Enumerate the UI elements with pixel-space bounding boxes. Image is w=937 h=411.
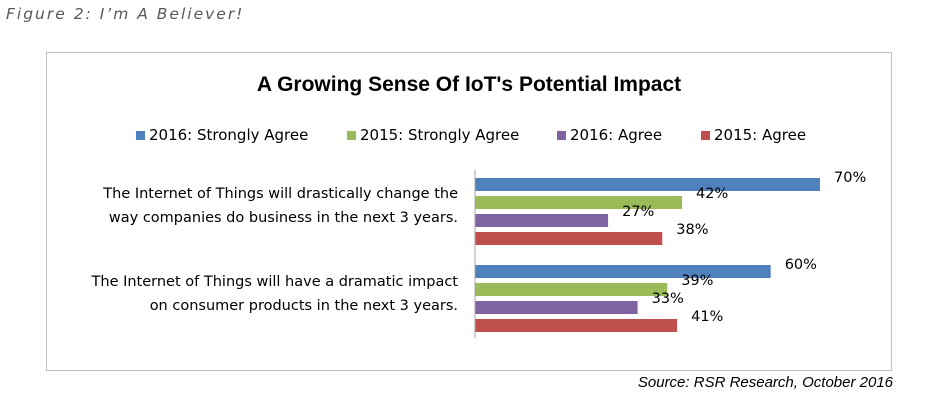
bar xyxy=(475,301,638,314)
data-label: 38% xyxy=(676,222,708,238)
bar xyxy=(475,214,609,227)
chart-legend: 2016: Strongly Agree 2015: Strongly Agre… xyxy=(0,124,937,146)
legend-label: 2016: Agree xyxy=(570,126,663,144)
legend-label: 2016: Strongly Agree xyxy=(149,126,309,144)
data-label: 27% xyxy=(622,204,654,220)
chart-frame xyxy=(46,52,892,371)
data-label: 39% xyxy=(681,273,713,289)
legend-label: 2015: Strongly Agree xyxy=(360,126,520,144)
legend-item-2016-strongly-agree: 2016: Strongly Agree xyxy=(136,124,308,146)
data-label: 60% xyxy=(785,257,817,273)
bar xyxy=(475,265,771,278)
bar xyxy=(475,196,682,209)
figure-caption: Figure 2: I’m A Believer! xyxy=(6,5,245,23)
legend-swatch xyxy=(136,130,145,140)
bar xyxy=(475,232,663,245)
legend-item-2015-agree: 2015: Agree xyxy=(701,124,806,146)
data-label: 42% xyxy=(696,186,728,202)
category-label: on consumer products in the next 3 years… xyxy=(150,298,458,314)
bar xyxy=(475,283,668,296)
data-label: 70% xyxy=(834,170,866,186)
bar xyxy=(475,178,820,191)
category-label: The Internet of Things will drastically … xyxy=(102,186,458,202)
legend-swatch xyxy=(347,130,356,140)
legend-label: 2015: Agree xyxy=(714,126,807,144)
chart-title: A Growing Sense Of IoT's Potential Impac… xyxy=(256,73,682,96)
bar xyxy=(475,319,678,332)
category-label: The Internet of Things will have a drama… xyxy=(91,274,459,290)
category-label: way companies do business in the next 3 … xyxy=(109,210,458,226)
legend-item-2016-agree: 2016: Agree xyxy=(557,124,662,146)
source-note: Source: RSR Research, October 2016 xyxy=(637,374,893,391)
data-label: 33% xyxy=(652,291,684,307)
legend-item-2015-strongly-agree: 2015: Strongly Agree xyxy=(347,124,519,146)
data-label: 41% xyxy=(691,309,723,325)
legend-swatch xyxy=(701,130,710,140)
legend-swatch xyxy=(557,130,566,140)
